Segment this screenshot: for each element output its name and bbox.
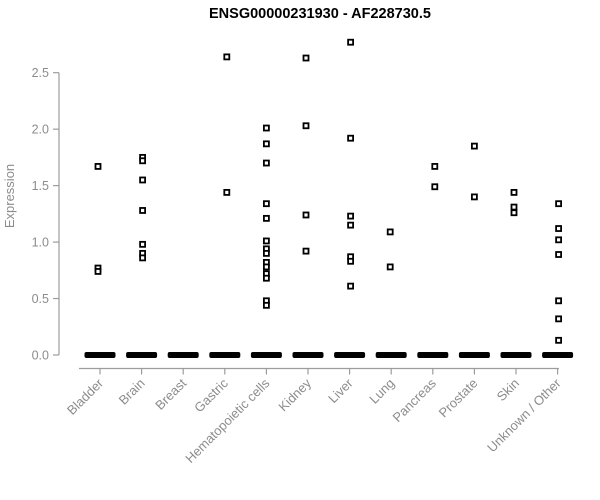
data-point [347,257,355,265]
data-point [262,200,270,208]
data-point [510,209,518,217]
data-point [431,163,439,170]
data-point [262,214,270,222]
data-point [510,203,518,211]
data-point [555,200,562,208]
zero-expression-band [209,352,241,358]
y-tick-label: 0.0 [32,349,49,363]
data-point [139,207,147,214]
y-tick-label: 2.5 [32,66,49,80]
data-point [139,254,147,262]
y-tick-label: 0.5 [32,292,49,306]
data-point [262,263,270,271]
data-point [302,211,310,219]
zero-expression-band [375,352,407,358]
data-point [139,240,147,248]
data-point [262,249,270,257]
data-point [347,38,355,46]
zero-expression-band [167,352,199,358]
plot-title: ENSG00000231930 - AF228730.5 [209,6,431,22]
data-point [302,247,310,255]
data-point [555,236,562,244]
data-point [347,134,355,142]
x-tick-label: Skin [494,376,522,404]
x-tick-label: Breast [152,375,189,412]
data-point [555,315,562,323]
zero-expression-band [500,352,532,358]
data-point [262,237,270,245]
data-point [94,268,102,275]
data-point [555,251,562,258]
data-point [555,336,562,344]
data-point [555,297,562,305]
zero-expression-band [250,352,282,358]
data-point [223,188,231,196]
data-point [223,53,231,61]
data-point [555,225,562,232]
data-point [262,301,270,309]
data-point [347,282,355,290]
data-point [470,193,478,201]
data-point [470,142,478,150]
data-point [510,188,518,196]
data-point [431,183,439,191]
zero-expression-band [417,352,449,358]
y-tick-label: 1.5 [32,179,49,193]
data-point [139,157,147,165]
data-point [94,163,102,170]
data-point [262,124,270,132]
x-tick-label: Unknown / Other [484,375,564,455]
data-point [386,263,394,271]
x-tick-label: Bladder [64,375,107,418]
data-point [347,221,355,229]
data-point [262,274,270,282]
data-point [386,228,394,236]
x-tick-label: Pancreas [389,375,439,425]
data-point [302,54,310,62]
zero-expression-band [292,352,324,358]
y-axis-title: Expression [2,164,17,228]
x-tick-label: Brain [116,376,148,408]
data-point [262,159,270,167]
zero-expression-band [458,352,490,358]
x-tick-label: Gastric [191,375,231,415]
data-point [347,212,355,220]
x-tick-label: Prostate [436,376,481,421]
zero-expression-band [126,352,158,358]
data-point [262,140,270,148]
zero-expression-band [334,352,366,358]
y-tick-label: 1.0 [32,236,49,250]
data-point [302,122,310,130]
zero-expression-band [542,352,574,358]
zero-expression-band [84,352,116,358]
data-point [139,176,147,184]
x-tick-label: Lung [366,376,397,407]
x-tick-label: Kidney [275,375,314,414]
x-tick-label: Liver [325,375,356,406]
y-tick-label: 2.0 [32,123,49,137]
